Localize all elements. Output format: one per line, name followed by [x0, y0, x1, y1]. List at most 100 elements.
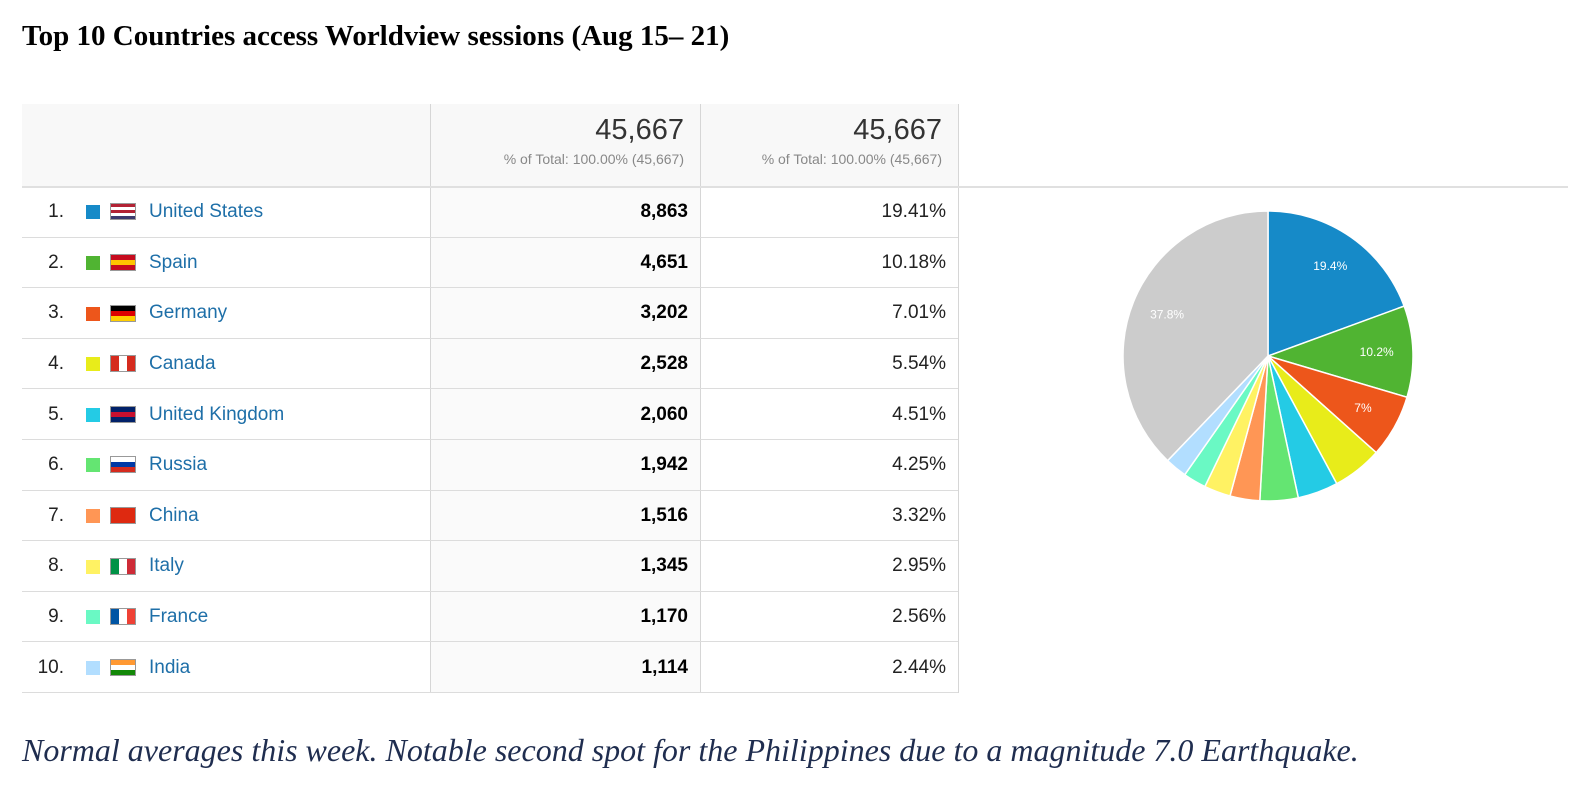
cell rank: 9.	[48, 606, 64, 628]
flag-stripe	[111, 315, 135, 321]
sessions: 4,651	[640, 251, 688, 273]
country-link[interactable]: Canada	[149, 353, 216, 375]
header-total: 45,667	[853, 114, 942, 146]
header-note: % of Total: 100.00% (45,667)	[761, 151, 942, 167]
cell rank: 3.	[48, 302, 64, 324]
col-divider	[700, 104, 701, 693]
row-divider	[22, 590, 958, 592]
flag-stripe	[111, 659, 135, 665]
flag-icon	[110, 658, 136, 676]
sessions: 1,516	[640, 504, 688, 526]
flag-stripe	[111, 411, 135, 417]
row-divider	[22, 439, 958, 440]
flag-stripe	[119, 558, 127, 574]
cell rank: 2.	[48, 251, 64, 273]
legend-swatch	[86, 508, 100, 523]
flag-stripe	[111, 512, 135, 518]
country-link[interactable]: Italy	[149, 555, 184, 577]
flag-stripe	[111, 204, 135, 208]
country-link[interactable]: United Kingdom	[149, 403, 285, 425]
percent: 7.01%	[892, 302, 946, 324]
country-link[interactable]: India	[149, 656, 191, 678]
flag-stripe	[111, 406, 135, 412]
flag-icon	[110, 506, 136, 524]
percent: 19.41%	[881, 201, 946, 223]
sessions: 1,345	[640, 555, 688, 577]
flag-stripe	[127, 558, 135, 574]
cell rank: 10.	[37, 656, 64, 678]
country-link[interactable]: Germany	[149, 302, 228, 324]
sessions: 3,202	[640, 302, 688, 324]
flag-stripe	[111, 356, 119, 372]
flag-stripe	[111, 416, 135, 422]
flag-stripe	[111, 664, 135, 670]
flag-stripe	[111, 264, 135, 270]
legend-swatch	[86, 205, 100, 220]
sessions: 1,942	[640, 454, 688, 476]
sessions: 1,170	[640, 606, 688, 628]
percent: 2.44%	[892, 656, 946, 678]
cell rank: 1.	[48, 201, 64, 223]
flag-stripe	[111, 305, 135, 311]
cell rank: 4.	[48, 353, 64, 375]
flag-stripe	[111, 254, 135, 260]
cell rank: 7.	[48, 504, 64, 526]
legend-swatch	[86, 660, 100, 675]
country-link[interactable]: China	[149, 504, 199, 526]
row-divider	[22, 388, 958, 390]
header-bg	[22, 104, 958, 187]
percent: 5.54%	[892, 353, 946, 375]
flag-icon	[110, 253, 136, 271]
percent: 4.51%	[892, 403, 946, 425]
country-link[interactable]: France	[149, 606, 209, 628]
percent: 2.95%	[892, 555, 946, 577]
legend-swatch	[86, 407, 100, 422]
sessions: 8,863	[640, 201, 688, 223]
pie-slice	[1265, 305, 1414, 399]
legend-swatch	[86, 255, 100, 270]
row-divider	[22, 236, 958, 238]
sessions: 2,060	[640, 403, 688, 425]
flag-stripe	[111, 517, 135, 523]
legend-swatch	[86, 357, 100, 372]
slice-label: 7%	[1354, 401, 1372, 415]
country-link[interactable]: Spain	[149, 251, 198, 273]
legend-swatch	[86, 610, 100, 625]
title: Top 10 Countries access Worldview sessio…	[22, 20, 730, 52]
flag-stripe	[111, 210, 135, 214]
country-link[interactable]: United States	[149, 201, 264, 223]
sessions: 1,114	[641, 656, 689, 678]
legend-swatch	[86, 306, 100, 321]
pie-slice	[1122, 210, 1269, 462]
flag-icon	[110, 557, 136, 575]
row-divider	[22, 641, 958, 643]
slice-label: 37.8%	[1150, 308, 1184, 322]
cell rank: 8.	[48, 555, 64, 577]
flag-stripe	[127, 609, 135, 625]
flag-icon	[110, 355, 136, 373]
country-link[interactable]: Russia	[149, 454, 208, 476]
caption: Normal averages this week. Notable secon…	[22, 732, 1359, 768]
row-divider	[22, 692, 958, 693]
col-divider	[430, 104, 431, 693]
cell rank: 6.	[48, 454, 64, 476]
flag-icon	[110, 608, 136, 626]
legend-swatch	[86, 559, 100, 574]
flag-stripe	[111, 558, 119, 574]
row-divider	[22, 287, 958, 289]
flag-icon	[110, 203, 136, 221]
pie-slice	[1267, 210, 1406, 358]
header-note: % of Total: 100.00% (45,667)	[503, 151, 684, 167]
flag-stripe	[111, 213, 135, 217]
sessions-col-bg	[430, 187, 700, 693]
header-divider	[22, 186, 1568, 188]
flag-stripe	[111, 457, 135, 463]
percent: 2.56%	[892, 606, 946, 628]
percent: 10.18%	[881, 251, 946, 273]
slice-label: 10.2%	[1360, 345, 1394, 359]
flag-stripe	[119, 356, 127, 372]
flag-stripe	[111, 507, 135, 513]
flag-stripe	[119, 609, 127, 625]
